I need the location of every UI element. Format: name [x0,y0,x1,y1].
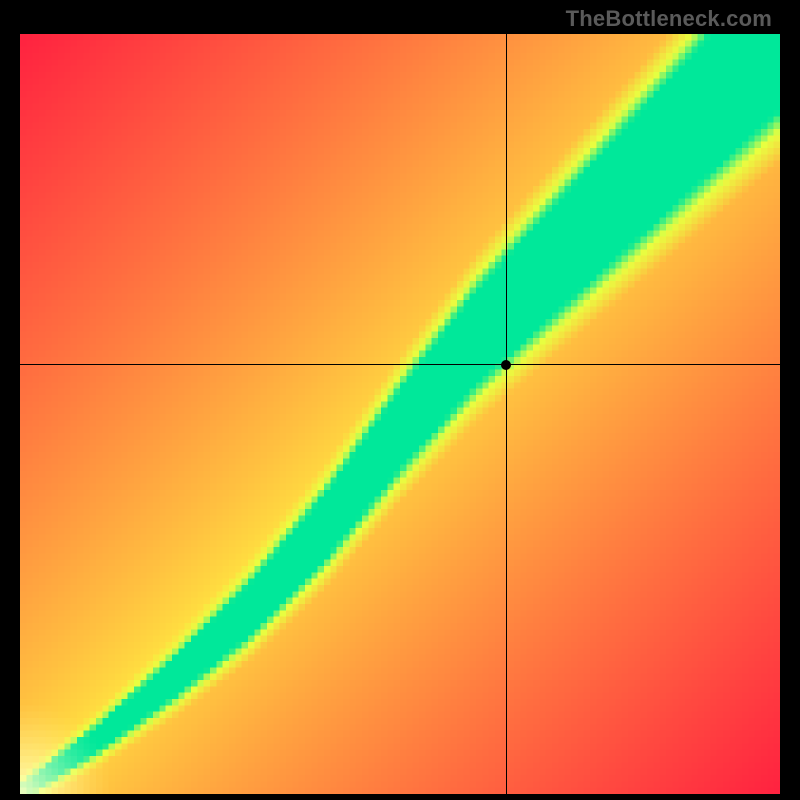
heatmap-canvas [20,34,780,794]
crosshair-marker [501,360,511,370]
crosshair-vertical [506,34,507,794]
plot-area [20,34,780,794]
figure-container: TheBottleneck.com [0,0,800,800]
crosshair-horizontal [20,364,780,365]
watermark-text: TheBottleneck.com [566,6,772,32]
